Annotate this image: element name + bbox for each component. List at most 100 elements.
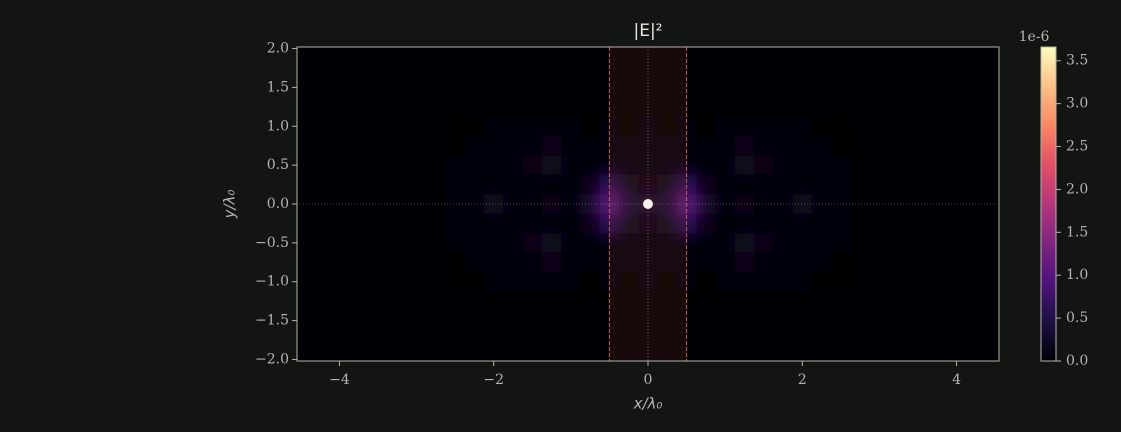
heatmap-cell [773, 233, 794, 254]
heatmap-cell [541, 252, 562, 273]
heatmap-cell [503, 135, 524, 156]
heatmap-cell [484, 155, 504, 176]
heatmap-cell [831, 194, 851, 215]
colorbar-tick-label: 3.5 [1066, 53, 1088, 69]
heatmap-cell [561, 194, 581, 215]
heatmap-cell [522, 252, 543, 273]
heatmap-cell [580, 213, 601, 234]
heatmap-cell [541, 174, 562, 195]
heatmap-cell [464, 116, 485, 137]
heatmap-cell [696, 135, 716, 156]
heatmap-cell [657, 116, 678, 137]
heatmap-cell [580, 135, 601, 156]
heatmap-cell [734, 272, 755, 292]
heatmap-cell [696, 116, 716, 137]
heatmap-cell [657, 233, 678, 254]
heatmap-cell [831, 155, 851, 176]
heatmap-cell [734, 135, 755, 156]
heatmap-cell [580, 233, 601, 254]
heatmap-cell [792, 116, 813, 137]
heatmap-cell [580, 155, 601, 176]
heatmap-cell [464, 233, 485, 254]
heatmap-cell [484, 213, 504, 234]
heatmap-cell [484, 116, 504, 137]
heatmap-cell [657, 252, 678, 273]
heatmap-cell [792, 213, 813, 234]
heatmap-cell [811, 135, 832, 156]
x-tick-label: 0 [644, 372, 653, 388]
y-tick-label: 1.0 [267, 118, 289, 134]
heatmap-cell [522, 233, 543, 254]
heatmap-cell [657, 194, 678, 215]
heatmap-cell [522, 213, 543, 234]
heatmap-cell [792, 233, 813, 254]
heatmap-cell [715, 272, 736, 292]
heatmap-cell [638, 233, 659, 254]
heatmap-cell [464, 252, 485, 273]
heatmap-cell [715, 174, 736, 195]
heatmap-cell [464, 155, 485, 176]
heatmap-cell [619, 174, 639, 195]
heatmap-cell [715, 213, 736, 234]
heatmap-cell [696, 194, 716, 215]
heatmap-cell [619, 252, 639, 273]
colorbar-offset: 1e-6 [1019, 29, 1050, 45]
heatmap-cell [503, 233, 524, 254]
heatmap-cell [503, 252, 524, 273]
heatmap-cell [638, 135, 659, 156]
heatmap-cell [561, 135, 581, 156]
heatmap-cell [715, 194, 736, 215]
heatmap-cell [445, 116, 466, 137]
heatmap-cell [734, 233, 755, 254]
heatmap-cell [561, 272, 581, 292]
heatmap-cell [580, 272, 601, 292]
x-tick-label: −4 [329, 372, 350, 388]
heatmap-cell [811, 213, 832, 234]
colorbar-tick-label: 0.5 [1066, 310, 1088, 326]
heatmap-cell [484, 272, 504, 292]
chart-title: |E|² [633, 21, 662, 41]
heatmap-cell [619, 116, 639, 137]
heatmap-cell [676, 174, 697, 195]
heatmap-cell [831, 135, 851, 156]
heatmap-cell [754, 174, 774, 195]
heatmap-cell [657, 155, 678, 176]
colorbar-tick-label: 3.0 [1066, 96, 1088, 112]
heatmap-cell [541, 116, 562, 137]
heatmap-cell [503, 213, 524, 234]
heatmap-cell [522, 272, 543, 292]
heatmap-cell [619, 213, 639, 234]
heatmap-cell [792, 174, 813, 195]
heatmap-cell [599, 252, 620, 273]
heatmap-cell [792, 135, 813, 156]
heatmap-cell [831, 213, 851, 234]
heatmap-cell [811, 272, 832, 292]
heatmap-cell [657, 272, 678, 292]
colorbar-tick-label: 1.5 [1066, 224, 1088, 240]
heatmap-cell [638, 252, 659, 273]
heatmap-cell [792, 155, 813, 176]
heatmap-cell [696, 174, 716, 195]
y-tick-label: −1.0 [255, 274, 289, 290]
y-tick-label: 0.5 [267, 157, 289, 173]
heatmap-cell [754, 252, 774, 273]
heatmap-cell [831, 233, 851, 254]
heatmap-cell [715, 116, 736, 137]
heatmap-cell [734, 155, 755, 176]
heatmap-cell [773, 252, 794, 273]
heatmap-cell [657, 135, 678, 156]
heatmap-cell [773, 213, 794, 234]
heatmap-cell [464, 213, 485, 234]
heatmap-cell [619, 155, 639, 176]
heatmap-cell [676, 155, 697, 176]
heatmap-cell [676, 233, 697, 254]
heatmap-cell [638, 213, 659, 234]
heatmap-cell [484, 194, 504, 215]
heatmap-cell [503, 174, 524, 195]
heatmap-cell [484, 252, 504, 273]
heatmap-cell [754, 155, 774, 176]
heatmap-cell [811, 194, 832, 215]
heatmap-cell [619, 135, 639, 156]
heatmap-cell [715, 252, 736, 273]
